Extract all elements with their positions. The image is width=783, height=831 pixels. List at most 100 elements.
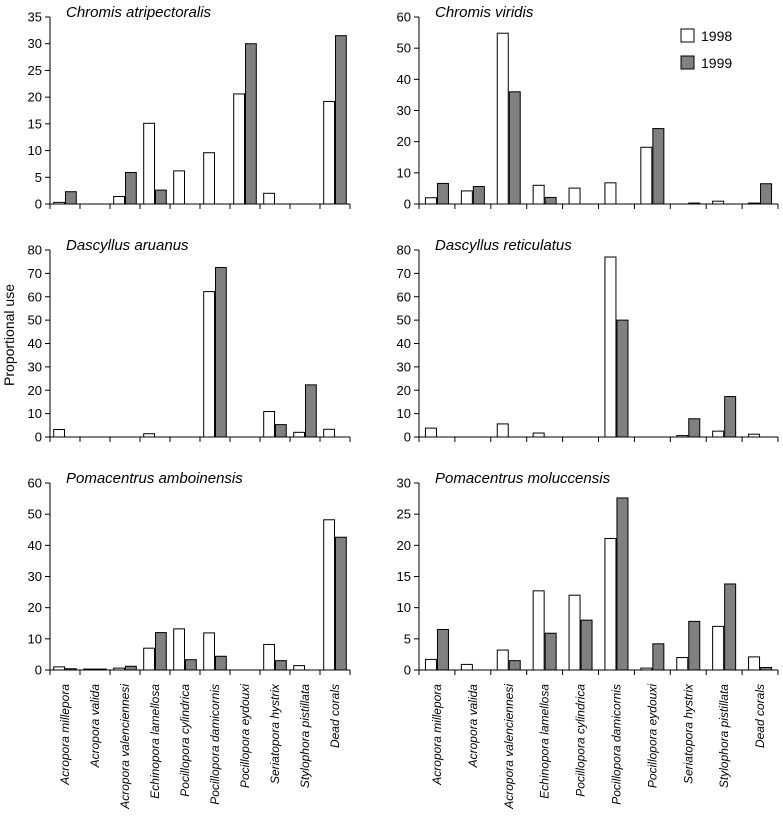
x-category-label: Echinopora lamellosa	[148, 684, 162, 799]
panel-title: Pomacentrus moluccensis	[435, 470, 611, 487]
bar-1998-9	[712, 200, 725, 205]
y-tick-label: 20	[28, 600, 42, 615]
bar-1999-8	[275, 424, 287, 438]
legend-swatch-1999	[680, 55, 695, 70]
bar-1998-5	[173, 628, 185, 671]
bar-1998-1	[424, 658, 437, 671]
y-tick-label: 30	[397, 476, 411, 491]
bar-1998-4	[143, 122, 155, 205]
bar-1998-3	[113, 667, 125, 671]
bar-1998-6	[604, 182, 617, 205]
bar-1999-1	[65, 668, 77, 671]
bar-1998-1	[424, 427, 437, 438]
bar-1998-8	[263, 643, 276, 671]
bar-1998-9	[293, 431, 306, 438]
bar-1998-3	[113, 196, 125, 205]
bar-1999-7	[245, 43, 257, 205]
y-tick-label: 60	[397, 10, 411, 25]
panel-title: Pomacentrus amboinensis	[66, 470, 243, 487]
bar-1999-4	[155, 189, 167, 205]
bar-1998-9	[712, 430, 725, 438]
bar-1998-8	[263, 411, 276, 438]
y-tick-label: 20	[397, 134, 411, 149]
x-category-label: Acropora valida	[466, 684, 480, 769]
y-tick-label: 0	[35, 197, 42, 212]
bar-1999-6	[215, 267, 227, 438]
y-tick-label: 20	[397, 538, 411, 553]
x-category-label: Acropora millepora	[430, 684, 444, 786]
bar-1998-7	[640, 146, 653, 205]
bar-1999-10	[335, 536, 347, 671]
bar-1998-10	[748, 202, 761, 205]
bar-1999-3	[508, 91, 521, 205]
bar-1998-4	[532, 184, 545, 205]
y-tick-label: 5	[35, 170, 42, 185]
panel-title: Dascyllus aruanus	[66, 237, 189, 254]
panel-title: Chromis atripectoralis	[66, 4, 212, 21]
legend-swatch-1998	[680, 28, 695, 43]
bar-1998-9	[712, 625, 725, 671]
y-tick-label: 0	[35, 663, 42, 678]
y-tick-label: 60	[28, 476, 42, 491]
bar-1999-9	[724, 583, 737, 671]
y-tick-label: 0	[35, 430, 42, 445]
x-category-label: Pocillopora damicornis	[609, 684, 623, 805]
y-tick-label: 35	[28, 10, 42, 25]
y-tick-label: 30	[28, 569, 42, 584]
bar-1998-8	[263, 192, 276, 205]
panel-title: Chromis viridis	[435, 4, 534, 21]
bar-1998-3	[496, 423, 509, 438]
bar-1999-4	[544, 632, 557, 671]
bar-1998-10	[748, 433, 761, 438]
bar-1999-9	[724, 396, 737, 438]
y-tick-label: 25	[28, 63, 42, 78]
bar-1998-2	[460, 190, 473, 205]
bar-1999-8	[688, 418, 701, 438]
panel-title: Dascyllus reticulatus	[435, 237, 572, 254]
x-category-label: Pocillopora cylindrica	[574, 684, 588, 797]
y-tick-label: 50	[397, 41, 411, 56]
bar-1999-4	[544, 196, 557, 205]
x-category-label: Stylophora pistillata	[298, 684, 312, 788]
y-tick-label: 80	[397, 243, 411, 258]
y-tick-label: 10	[397, 165, 411, 180]
bar-1999-7	[652, 128, 665, 205]
y-tick-label: 0	[404, 197, 411, 212]
y-tick-label: 70	[28, 266, 42, 281]
bar-1999-10	[760, 183, 773, 205]
y-tick-label: 20	[28, 90, 42, 105]
bar-1999-1	[65, 191, 77, 205]
bar-1999-2	[472, 186, 485, 205]
y-tick-label: 30	[28, 36, 42, 51]
bar-1998-9	[293, 665, 306, 671]
bar-1998-5	[568, 594, 581, 671]
bar-1998-2	[460, 663, 473, 671]
y-tick-label: 30	[28, 359, 42, 374]
legend-label-1998: 1998	[701, 28, 732, 44]
bar-1999-8	[688, 202, 701, 205]
y-tick-label: 10	[397, 600, 411, 615]
bar-1999-6	[616, 497, 629, 671]
bar-1998-8	[676, 657, 689, 671]
bar-1999-4	[155, 632, 167, 671]
y-tick-label: 20	[397, 383, 411, 398]
y-tick-label: 40	[28, 336, 42, 351]
bar-1998-10	[323, 519, 336, 671]
y-tick-label: 10	[28, 143, 42, 158]
bar-1998-3	[496, 649, 509, 671]
x-category-label: Pocillopora damicornis	[208, 684, 222, 805]
x-category-label: Seriatopora hystrix	[681, 683, 695, 784]
x-category-label: Pocillopora cylindrica	[178, 684, 192, 797]
bar-1999-7	[652, 643, 665, 671]
bar-1998-6	[203, 291, 215, 438]
y-tick-label: 15	[28, 116, 42, 131]
y-tick-label: 5	[404, 631, 411, 646]
y-tick-label: 25	[397, 507, 411, 522]
x-category-label: Acropora valenciennesi	[118, 684, 132, 810]
bar-1998-4	[532, 432, 545, 438]
y-tick-label: 40	[397, 336, 411, 351]
y-tick-label: 10	[28, 406, 42, 421]
x-category-label: Pocillopora eydouxi	[238, 684, 252, 788]
y-tick-label: 20	[28, 383, 42, 398]
bar-1999-1	[436, 628, 449, 671]
